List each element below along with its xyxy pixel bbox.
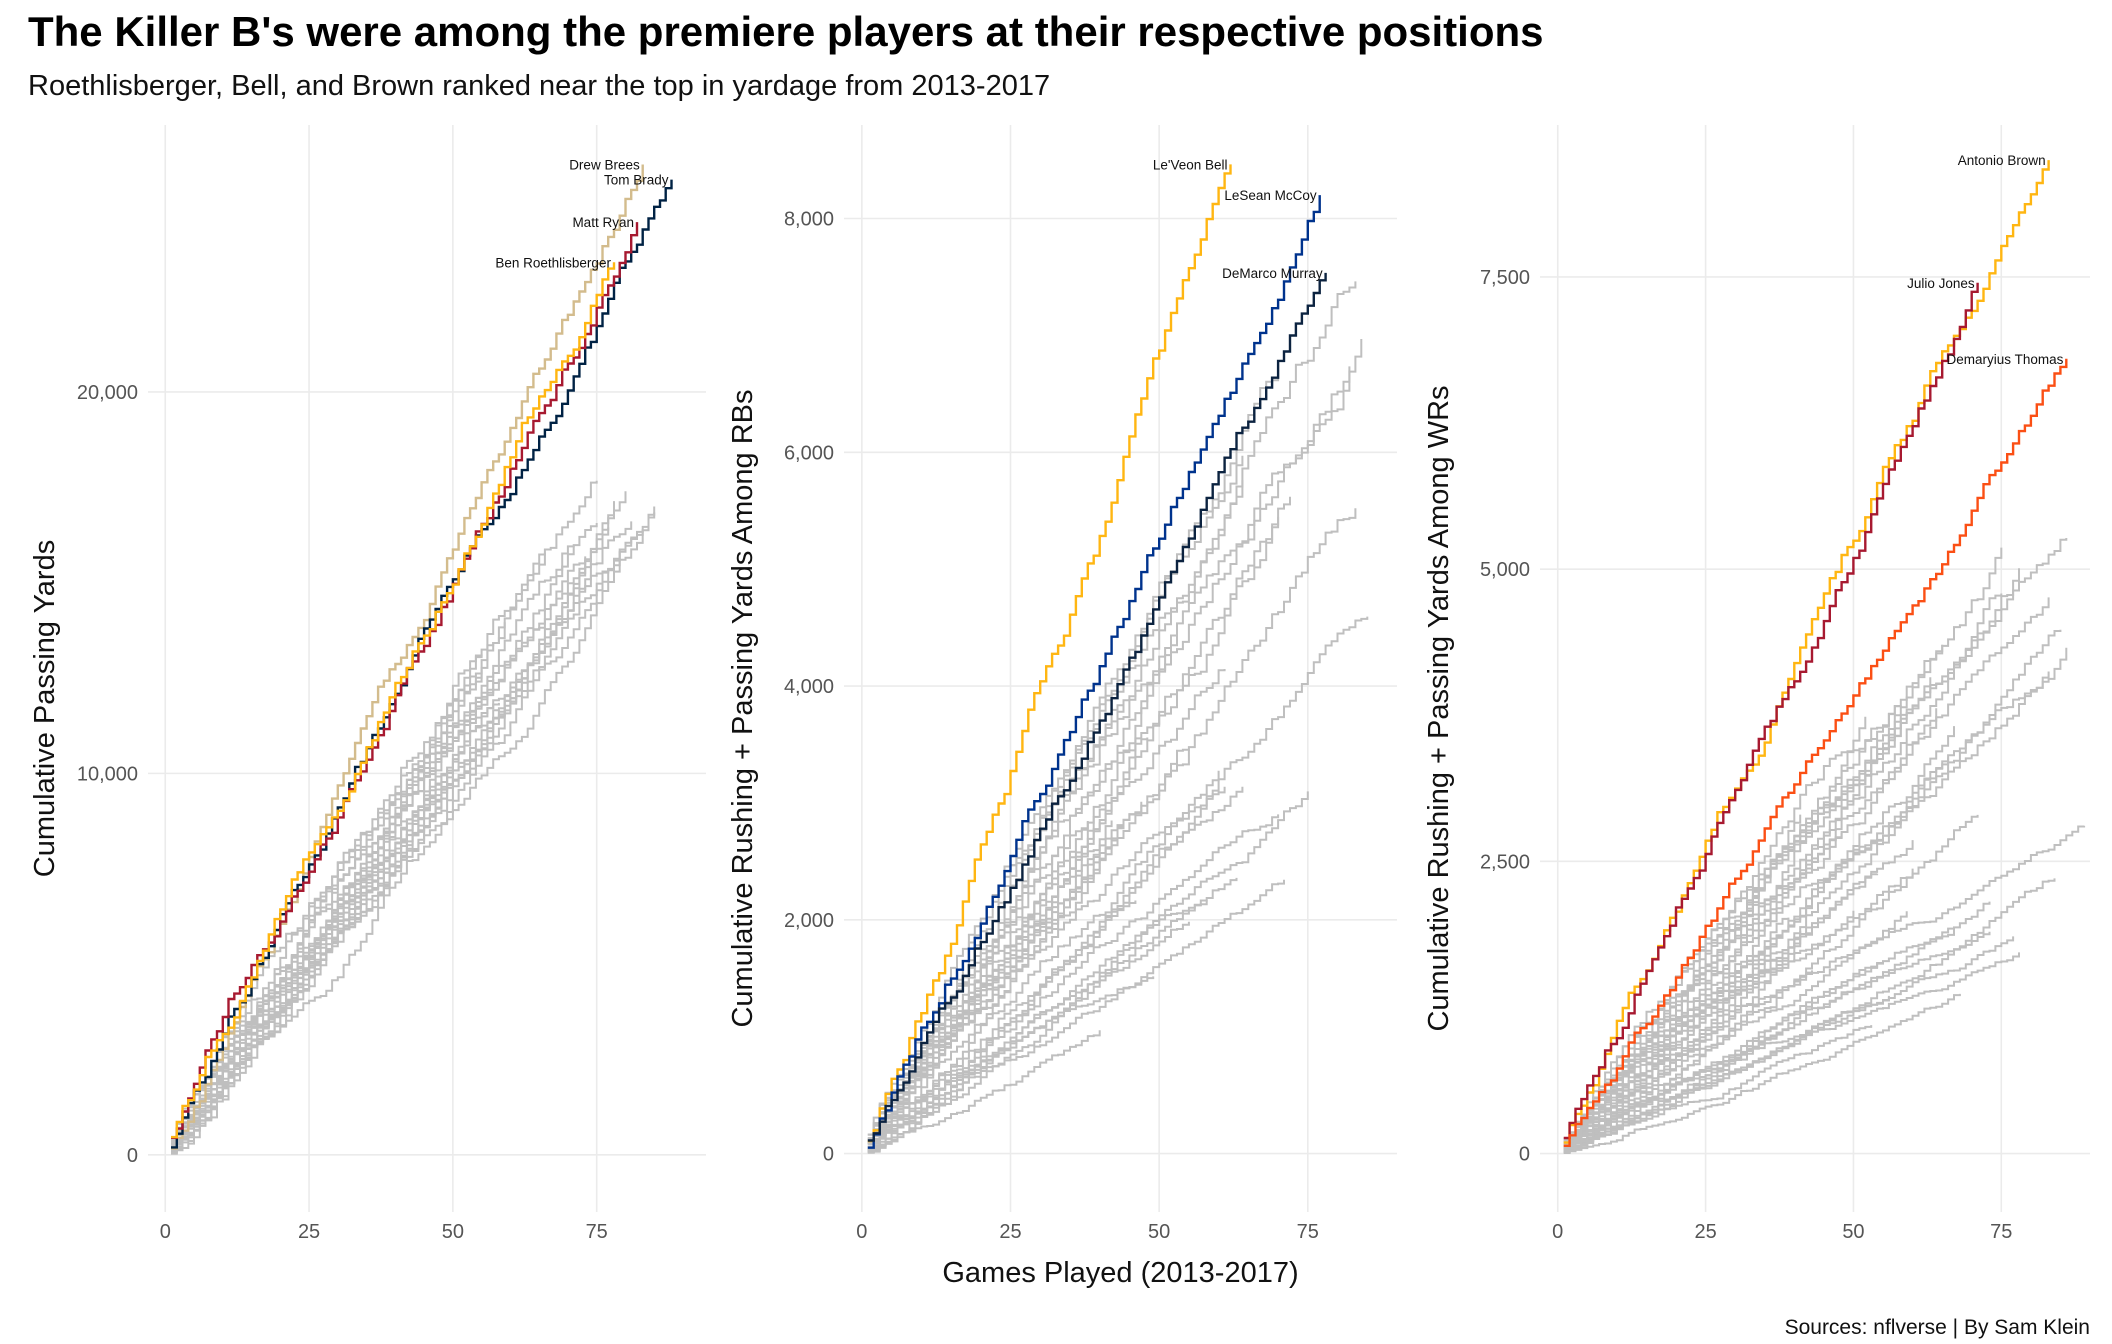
x-axis-title: Games Played (2013-2017)	[942, 1257, 1298, 1289]
other-players-lines	[171, 480, 656, 1155]
panel-wr: 0 25 50 75 0 2,500 5,000 7,500 Cumulative Rushin…	[1423, 125, 2090, 1243]
y-tick-label: 0	[127, 1145, 138, 1167]
panel-rb: 0 25 50 75 0 2,000 4,000 6,000 8,000 Cumulative R…	[727, 125, 1397, 1289]
y-tick-label: 7,500	[1480, 267, 1530, 289]
y-axis-title: Cumulative Passing Yards	[29, 540, 61, 877]
other-player-line	[867, 921, 1190, 1153]
other-player-line	[171, 512, 656, 1146]
x-tick-label: 75	[1297, 1221, 1319, 1243]
series-line-le-veon-bell	[867, 164, 1232, 1143]
other-player-line	[1563, 917, 1790, 1146]
other-player-line	[1563, 647, 2068, 1146]
other-player-line	[1563, 930, 1802, 1147]
y-tick-label: 0	[1519, 1144, 1530, 1166]
other-player-line	[1563, 757, 1950, 1147]
other-player-line	[171, 521, 633, 1149]
x-tick-label: 75	[1990, 1221, 2012, 1243]
series-label-ben-roethlisberger: Ben Roethlisberger	[495, 255, 611, 270]
other-player-line	[1563, 538, 2068, 1147]
series-label-antonio-brown: Antonio Brown	[1958, 153, 2046, 168]
x-tick-label: 25	[999, 1221, 1021, 1243]
series-label-drew-brees: Drew Brees	[569, 157, 640, 172]
series-label-le-veon-bell: Le'Veon Bell	[1153, 157, 1228, 172]
x-tick-label: 25	[1694, 1221, 1716, 1243]
series-line-lesean-mccoy	[867, 195, 1321, 1149]
other-player-line	[867, 801, 1143, 1152]
panel-qb: 0 25 50 75 0 10,000 20,000 Cumulative Passing Y…	[29, 125, 706, 1243]
y-tick-label: 4,000	[784, 676, 834, 698]
x-tick-label: 25	[298, 1221, 320, 1243]
other-player-line	[171, 552, 546, 1153]
other-player-line	[867, 496, 1291, 1151]
other-player-line	[867, 786, 1244, 1144]
series-line-julio-jones	[1563, 282, 1979, 1140]
other-player-line	[1563, 931, 1991, 1153]
series-line-ben-roethlisberger	[171, 262, 616, 1139]
y-tick-label: 20,000	[77, 382, 138, 404]
x-tick-label: 0	[856, 1221, 867, 1243]
other-player-line	[867, 879, 1285, 1151]
chart-subtitle: Roethlisberger, Bell, and Brown ranked n…	[28, 70, 1050, 102]
other-player-line	[171, 480, 598, 1154]
other-player-line	[867, 791, 1309, 1153]
y-tick-label: 10,000	[77, 763, 138, 785]
y-tick-label: 2,000	[784, 910, 834, 932]
other-player-line	[867, 900, 1208, 1154]
series-label-demarco-murray: DeMarco Murray	[1222, 266, 1323, 281]
x-tick-label: 0	[160, 1221, 171, 1243]
y-axis-title: Cumulative Rushing + Passing Yards Among…	[1423, 385, 1455, 1031]
other-player-line	[1563, 910, 1855, 1154]
other-player-line	[1563, 928, 1955, 1149]
x-tick-label: 50	[1148, 1221, 1170, 1243]
other-player-line	[171, 545, 575, 1155]
x-tick-label: 50	[1842, 1221, 1864, 1243]
chart-title: The Killer B's were among the premiere p…	[28, 8, 1544, 55]
other-player-line	[867, 366, 1351, 1148]
y-axis-title: Cumulative Rushing + Passing Yards Among…	[727, 389, 759, 1027]
other-player-line	[171, 491, 627, 1147]
other-player-line	[867, 814, 1280, 1150]
x-tick-label: 75	[586, 1221, 608, 1243]
other-player-line	[1563, 677, 1932, 1142]
series-label-tom-brady: Tom Brady	[604, 173, 669, 188]
y-tick-label: 5,000	[1480, 559, 1530, 581]
chart-caption: Sources: nflverse | By Sam Klein	[1785, 1316, 2090, 1339]
series-label-julio-jones: Julio Jones	[1907, 276, 1975, 291]
other-player-line	[867, 480, 1244, 1140]
other-players-lines	[867, 281, 1369, 1154]
other-player-line	[1563, 952, 2020, 1151]
y-tick-label: 0	[823, 1144, 834, 1166]
series-label-lesean-mccoy: LeSean McCoy	[1224, 188, 1317, 203]
series-label-demaryius-thomas: Demaryius Thomas	[1947, 352, 2064, 367]
y-tick-label: 8,000	[784, 209, 834, 231]
series-line-demarco-murray	[867, 272, 1327, 1142]
other-player-line	[867, 770, 1220, 1148]
other-player-line	[1563, 597, 2050, 1145]
other-players-lines	[1563, 538, 2086, 1154]
other-player-line	[171, 654, 483, 1151]
other-player-line	[1563, 825, 2086, 1149]
series-line-demaryius-thomas	[1563, 358, 2068, 1147]
y-tick-label: 2,500	[1480, 851, 1530, 873]
other-player-line	[1563, 878, 2056, 1153]
x-tick-label: 50	[442, 1221, 464, 1243]
y-tick-label: 6,000	[784, 442, 834, 464]
other-player-line	[867, 786, 1226, 1145]
x-tick-label: 0	[1552, 1221, 1563, 1243]
other-player-line	[1563, 993, 1961, 1153]
series-label-matt-ryan: Matt Ryan	[572, 215, 634, 230]
